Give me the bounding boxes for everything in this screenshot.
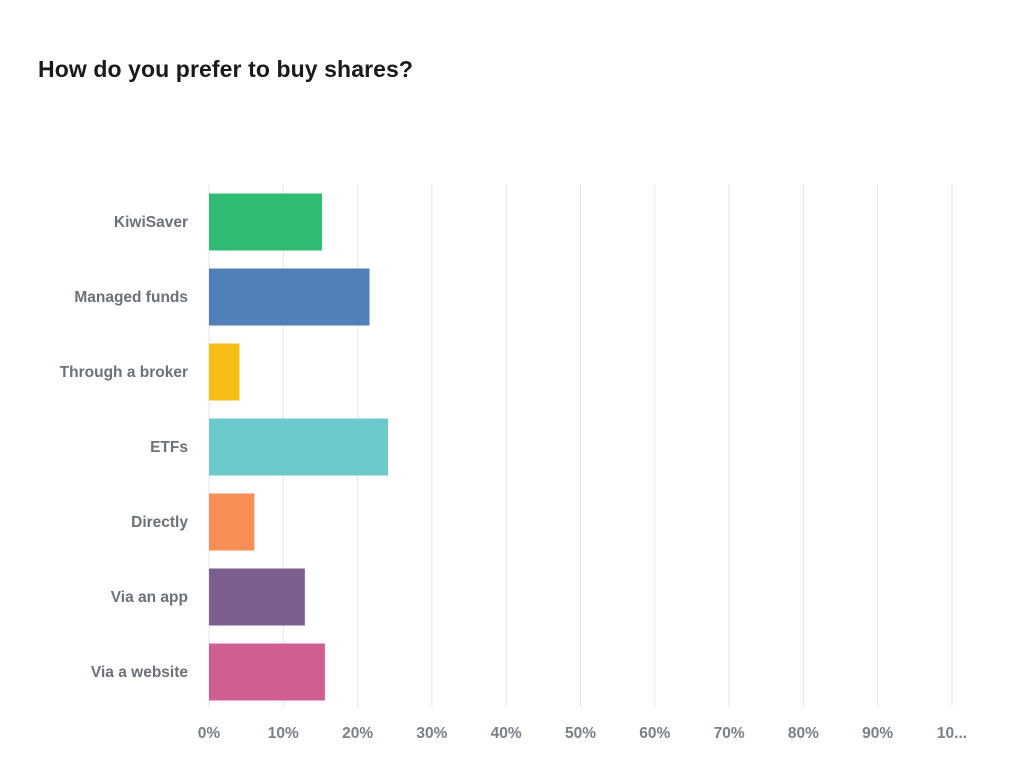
category-label: Directly [131, 514, 188, 531]
x-tick-label: 80% [788, 725, 819, 742]
x-tick-label: 30% [416, 725, 447, 742]
x-tick-label: 40% [491, 725, 522, 742]
category-label: Managed funds [74, 289, 188, 306]
x-tick-label: 50% [565, 725, 596, 742]
bar [209, 268, 370, 326]
bars [209, 193, 389, 701]
category-label: Through a broker [60, 364, 188, 381]
category-label: ETFs [150, 439, 188, 456]
bar [209, 343, 240, 401]
bar [209, 418, 389, 476]
category-label: Via a website [91, 664, 188, 681]
category-label: Via an app [111, 589, 188, 606]
category-label: KiwiSaver [114, 214, 188, 231]
bar [209, 193, 322, 251]
x-tick-label: 60% [639, 725, 670, 742]
bar [209, 493, 255, 551]
x-axis-tick-labels: 0% 10% 20% 30% 40% 50% 60% 70% 80% 90% 10... [198, 725, 967, 742]
bar [209, 568, 305, 626]
x-tick-label: 0% [198, 725, 221, 742]
x-tick-label: 10... [937, 725, 967, 742]
x-tick-label: 10% [268, 725, 299, 742]
chart-title: How do you prefer to buy shares? [38, 56, 414, 82]
x-tick-label: 90% [862, 725, 893, 742]
x-tick-label: 20% [342, 725, 373, 742]
bar [209, 643, 325, 701]
x-tick-label: 70% [714, 725, 745, 742]
category-labels: KiwiSaver Managed funds Through a broker ET… [60, 214, 189, 681]
